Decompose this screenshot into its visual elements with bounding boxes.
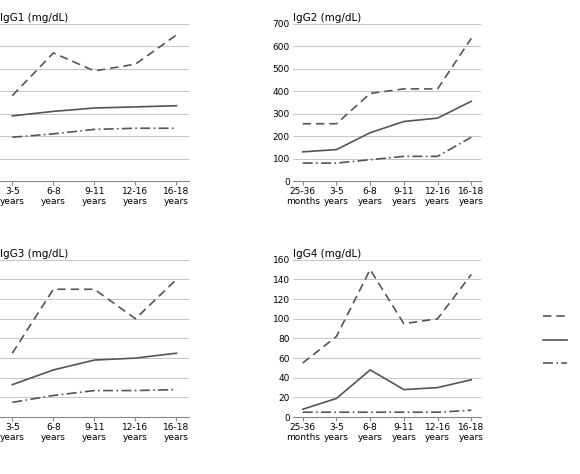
Legend: , , : , , <box>543 312 575 371</box>
Text: IgG4 (mg/dL): IgG4 (mg/dL) <box>293 249 361 259</box>
Text: IgG1 (mg/dL): IgG1 (mg/dL) <box>0 13 68 23</box>
Text: IgG3 (mg/dL): IgG3 (mg/dL) <box>0 249 68 259</box>
Text: IgG2 (mg/dL): IgG2 (mg/dL) <box>293 13 361 23</box>
